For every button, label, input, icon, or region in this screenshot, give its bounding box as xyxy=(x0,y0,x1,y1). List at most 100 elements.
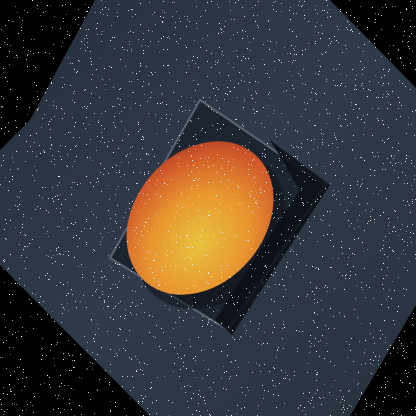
noise-dot xyxy=(321,404,322,405)
noise-dot xyxy=(77,71,78,72)
noise-dot xyxy=(316,164,317,165)
noise-dot xyxy=(200,158,201,159)
noise-dot xyxy=(380,367,381,368)
noise-dot xyxy=(390,104,391,105)
noise-dot xyxy=(333,69,334,70)
noise-dot xyxy=(197,84,198,85)
noise-dot xyxy=(209,414,210,415)
noise-dot xyxy=(5,77,6,78)
noise-dot xyxy=(22,378,23,379)
noise-dot xyxy=(171,236,172,237)
noise-dot xyxy=(172,251,173,252)
noise-dot xyxy=(375,75,376,76)
noise-dot xyxy=(392,91,393,92)
noise-dot xyxy=(401,163,402,164)
noise-dot xyxy=(378,156,379,157)
noise-dot xyxy=(254,68,255,69)
noise-dot xyxy=(42,29,43,30)
noise-dot xyxy=(16,404,17,405)
noise-dot xyxy=(219,230,220,231)
noise-dot xyxy=(108,9,109,10)
noise-dot xyxy=(209,222,210,223)
noise-dot xyxy=(264,332,265,333)
noise-dot xyxy=(84,38,85,39)
noise-dot xyxy=(139,362,140,363)
noise-dot xyxy=(62,42,63,43)
noise-dot xyxy=(340,11,341,12)
noise-dot xyxy=(322,144,323,145)
noise-dot xyxy=(253,65,254,66)
noise-dot xyxy=(63,284,64,285)
noise-dot xyxy=(375,170,376,171)
noise-dot xyxy=(104,301,105,302)
noise-dot xyxy=(33,393,34,394)
noise-dot xyxy=(255,21,256,22)
noise-dot xyxy=(3,160,4,161)
noise-dot xyxy=(230,10,231,11)
noise-dot xyxy=(255,102,256,103)
noise-dot xyxy=(347,21,348,22)
noise-dot xyxy=(379,413,380,414)
noise-dot xyxy=(147,231,148,232)
noise-dot xyxy=(82,274,83,275)
noise-dot xyxy=(237,185,238,186)
noise-dot xyxy=(164,242,165,243)
noise-dot xyxy=(196,23,197,24)
noise-dot xyxy=(385,342,386,343)
noise-dot xyxy=(319,114,320,115)
noise-dot xyxy=(375,356,376,357)
noise-dot xyxy=(309,341,310,342)
noise-dot xyxy=(282,171,283,172)
noise-dot xyxy=(199,195,200,196)
noise-dot xyxy=(166,114,167,115)
noise-dot xyxy=(150,268,151,269)
noise-dot xyxy=(26,409,27,410)
noise-dot xyxy=(245,31,246,32)
noise-dot xyxy=(2,106,3,107)
noise-dot xyxy=(317,327,318,328)
noise-dot xyxy=(20,97,21,98)
noise-dot xyxy=(391,156,392,157)
noise-dot xyxy=(232,134,233,135)
noise-dot xyxy=(213,88,214,89)
noise-dot xyxy=(172,139,173,140)
noise-dot xyxy=(169,124,170,125)
noise-dot xyxy=(57,195,58,196)
noise-dot xyxy=(167,49,168,50)
noise-dot xyxy=(72,294,73,295)
noise-dot xyxy=(311,343,312,344)
noise-dot xyxy=(248,231,249,232)
noise-dot xyxy=(309,165,310,166)
noise-dot xyxy=(281,113,282,114)
noise-dot xyxy=(332,143,333,144)
noise-dot xyxy=(406,373,407,374)
noise-dot xyxy=(293,156,294,157)
noise-dot xyxy=(253,38,254,39)
noise-dot xyxy=(53,358,54,359)
noise-dot xyxy=(148,218,149,219)
noise-dot xyxy=(314,345,315,346)
noise-dot xyxy=(335,175,336,176)
noise-dot xyxy=(372,152,373,153)
noise-dot xyxy=(198,67,199,68)
noise-dot xyxy=(309,176,310,177)
noise-dot xyxy=(83,123,84,124)
noise-dot xyxy=(4,229,5,230)
noise-dot xyxy=(409,383,410,384)
noise-dot xyxy=(367,27,368,28)
noise-dot xyxy=(274,368,275,369)
noise-dot xyxy=(169,309,170,310)
noise-dot xyxy=(371,373,372,374)
noise-dot xyxy=(361,184,362,185)
noise-dot xyxy=(374,222,375,223)
noise-dot xyxy=(375,60,376,61)
noise-dot xyxy=(219,108,220,109)
noise-dot xyxy=(394,226,395,227)
noise-dot xyxy=(90,139,91,140)
noise-dot xyxy=(307,202,308,203)
noise-dot xyxy=(20,359,21,360)
noise-dot xyxy=(386,299,387,300)
noise-dot xyxy=(308,401,309,402)
noise-dot xyxy=(343,412,344,413)
noise-dot xyxy=(400,229,401,230)
